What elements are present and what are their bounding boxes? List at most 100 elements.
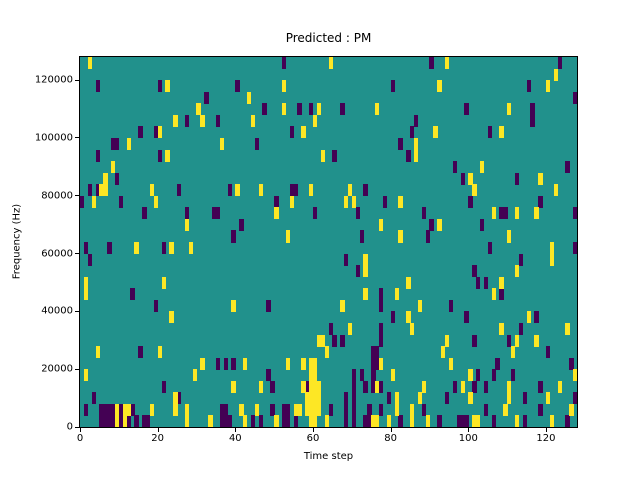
heatmap-cell-yellow (103, 184, 108, 197)
heatmap-cell-yellow (309, 392, 314, 405)
plot-title: Predicted : PM (285, 31, 372, 45)
heatmap-cell-yellow (114, 403, 120, 416)
heatmap-cell-yellow (153, 195, 159, 208)
heatmap-cell-dark (460, 415, 465, 427)
heatmap-cell-dark (138, 126, 143, 139)
heatmap-cell-dark (146, 415, 151, 427)
heatmap-cell-yellow (347, 322, 353, 335)
heatmap-cell-dark (80, 195, 85, 208)
heatmap-cell-yellow (309, 403, 314, 416)
heatmap-cell-dark (429, 218, 434, 231)
heatmap-cell-dark (312, 207, 318, 220)
heatmap-cell-yellow (305, 392, 310, 405)
heatmap-cell-dark (452, 161, 458, 174)
heatmap-cell-dark (138, 346, 143, 359)
heatmap-cell-yellow (479, 161, 485, 174)
heatmap-cell-yellow (83, 288, 89, 301)
heatmap-cell-yellow (297, 403, 302, 416)
heatmap-cell-dark (472, 334, 477, 347)
heatmap-cell-dark (293, 184, 298, 197)
y-tick-label: 60000 (41, 248, 73, 260)
heatmap-cell-dark (483, 276, 489, 289)
heatmap-cell-dark (468, 195, 473, 208)
heatmap-cell-dark (448, 299, 454, 312)
heatmap-cell-dark (285, 415, 291, 427)
heatmap-cell-dark (456, 415, 461, 427)
heatmap-cell-yellow (161, 276, 166, 289)
heatmap-cell-dark (363, 184, 368, 197)
heatmap-cell-yellow (316, 334, 322, 347)
heatmap-cell-yellow (274, 207, 279, 220)
heatmap-cell-yellow (472, 184, 477, 197)
heatmap-cell-dark (386, 392, 392, 405)
heatmap-cell-yellow (425, 415, 430, 427)
heatmap-cell-yellow (503, 403, 508, 416)
heatmap-cell-dark (378, 322, 384, 335)
heatmap-cell-dark (250, 415, 256, 427)
heatmap-cell-dark (495, 357, 500, 370)
heatmap-cell-dark (103, 403, 108, 416)
heatmap-cell-yellow (169, 311, 174, 324)
heatmap-cell-dark (565, 415, 570, 427)
heatmap-cell-dark (87, 184, 93, 197)
heatmap-cell-yellow (165, 149, 170, 162)
heatmap-cell-dark (507, 334, 512, 347)
heatmap-cell-dark (161, 380, 166, 393)
heatmap-cell-dark (297, 103, 302, 116)
heatmap-cell-dark (344, 253, 349, 266)
y-axis-label: Frequency (Hz) (11, 203, 23, 280)
heatmap-cell-yellow (514, 207, 520, 220)
heatmap-cell-dark (371, 357, 376, 370)
heatmap-cell-dark (153, 299, 159, 312)
heatmap-cell-dark (444, 392, 450, 405)
heatmap-cell-yellow (184, 403, 190, 416)
heatmap-cell-dark (274, 195, 279, 208)
heatmap-cell-yellow (312, 114, 318, 127)
heatmap-cell-yellow (87, 57, 93, 70)
heatmap-cell-yellow (312, 392, 318, 405)
heatmap-cell-dark (476, 369, 481, 382)
heatmap-cell-dark (472, 380, 477, 393)
x-tick-label: 100 (458, 433, 478, 444)
heatmap-cell-yellow (173, 114, 178, 127)
heatmap-cell-dark (359, 369, 364, 382)
heatmap-cell-dark (390, 80, 395, 93)
heatmap-cell-dark (390, 311, 395, 324)
heatmap-cell-dark (483, 403, 489, 416)
heatmap-cell-yellow (126, 137, 131, 150)
heatmap-cell-yellow (301, 357, 306, 370)
heatmap-cell-yellow (258, 380, 263, 393)
heatmap-cell-yellow (122, 403, 128, 416)
y-tick-label: 120000 (34, 74, 73, 86)
heatmap-cell-yellow (394, 403, 399, 416)
heatmap-cell-dark (545, 346, 551, 359)
heatmap-cell-dark (378, 403, 384, 416)
heatmap-cell-dark (514, 172, 520, 185)
heatmap-cell-dark (522, 392, 528, 405)
heatmap-cell-yellow (394, 392, 399, 405)
heatmap-cell-dark (103, 415, 108, 427)
heatmap-cell-dark (332, 149, 337, 162)
heatmap-cell-dark (363, 380, 368, 393)
heatmap-cell-dark (83, 403, 89, 416)
heatmap-cell-dark (126, 415, 131, 427)
heatmap-cell-yellow (347, 184, 353, 197)
heatmap-cell-dark (118, 195, 124, 208)
heatmap-cell-yellow (301, 126, 306, 139)
y-tick-mark (75, 137, 79, 139)
heatmap-cell-dark (367, 415, 372, 427)
heatmap-cell-yellow (99, 184, 104, 197)
heatmap-cell-dark (483, 380, 489, 393)
heatmap-cell-yellow (394, 288, 399, 301)
heatmap-cell-dark (534, 311, 539, 324)
heatmap-cell-yellow (398, 195, 403, 208)
heatmap-cell-yellow (208, 415, 213, 427)
y-tick-label: 40000 (41, 305, 73, 317)
heatmap-cell-yellow (149, 184, 155, 197)
heatmap-cell-dark (231, 357, 236, 370)
heatmap-cell-dark (328, 403, 333, 416)
heatmap-cell-dark (557, 57, 562, 70)
heatmap-cell-dark (351, 369, 357, 382)
heatmap-cell-yellow (378, 357, 384, 370)
heatmap-cell-yellow (231, 299, 236, 312)
